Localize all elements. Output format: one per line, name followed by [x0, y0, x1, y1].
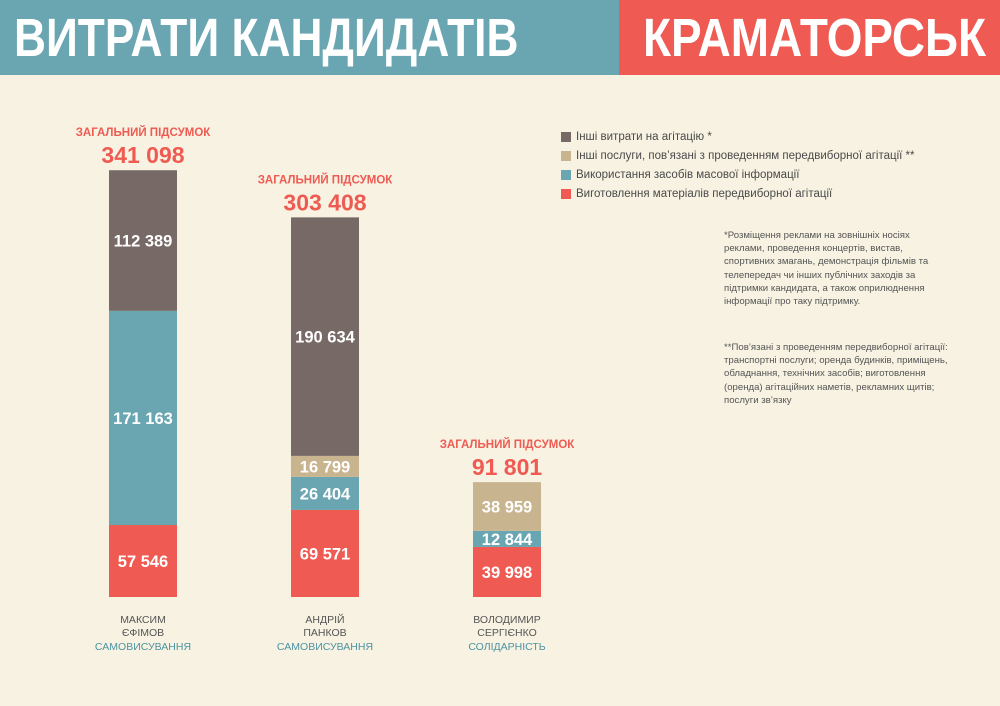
- data-label: 112 389: [114, 233, 173, 251]
- legend-label: Виготовлення матеріалів передвиборної аг…: [576, 187, 833, 200]
- data-label: 12 844: [482, 531, 533, 549]
- data-label: 16 799: [300, 458, 350, 476]
- candidate-party: САМОВИСУВАННЯ: [95, 641, 191, 653]
- total-value: 341 098: [101, 142, 184, 168]
- candidate-name: МАКСИМ: [120, 614, 166, 626]
- page-title: ВИТРАТИ КАНДИДАТІВ: [14, 8, 519, 68]
- data-label: 38 959: [482, 499, 532, 517]
- bar-segment: [109, 524, 177, 597]
- total-value: 91 801: [472, 454, 543, 480]
- candidate-name: ВОЛОДИМИР: [473, 614, 541, 626]
- candidate-name: АНДРІЙ: [305, 613, 344, 626]
- bar-segment: [291, 476, 359, 510]
- bar-segment: [291, 455, 359, 477]
- data-label: 190 634: [295, 329, 355, 347]
- candidate-name: СЕРГІЄНКО: [477, 627, 537, 639]
- city-title: КРАМАТОРСЬК: [643, 8, 987, 68]
- bar-segment: [109, 310, 177, 525]
- candidate-name: ЄФІМОВ: [122, 627, 164, 639]
- bar-segment: [473, 482, 541, 531]
- bar-segment: [473, 546, 541, 597]
- total-value: 303 408: [283, 189, 366, 215]
- total-caption: ЗАГАЛЬНИЙ ПІДСУМОК: [440, 438, 576, 451]
- bar-segment: [291, 217, 359, 456]
- bar-segment: [473, 530, 541, 547]
- legend-item: Інші послуги, пов’язані з проведенням пе…: [561, 146, 914, 165]
- candidate-name: ПАНКОВ: [303, 627, 346, 639]
- legend-label: Інші витрати на агітацію *: [576, 130, 712, 143]
- candidate-party: САМОВИСУВАННЯ: [277, 641, 373, 653]
- bar-segment: [109, 170, 177, 311]
- total-caption: ЗАГАЛЬНИЙ ПІДСУМОК: [258, 173, 394, 186]
- data-label: 26 404: [300, 485, 351, 503]
- legend-label: Інші послуги, пов’язані з проведенням пе…: [576, 149, 915, 162]
- legend-label: Використання засобів масової інформації: [576, 168, 800, 181]
- legend-swatch: [561, 188, 571, 199]
- legend-item: Інші витрати на агітацію *: [561, 127, 914, 146]
- footnote-other-expenses: *Розміщення реклами на зовнішніх носіях …: [724, 230, 929, 308]
- candidate-party: СОЛІДАРНІСТЬ: [468, 641, 545, 653]
- legend-item: Виготовлення матеріалів передвиборної аг…: [561, 184, 914, 203]
- data-label: 39 998: [482, 564, 532, 582]
- data-label: 171 163: [113, 410, 173, 428]
- bar-segment: [291, 509, 359, 597]
- title-banner: ВИТРАТИ КАНДИДАТІВ: [0, 0, 619, 75]
- legend-swatch: [561, 150, 571, 161]
- legend-swatch: [561, 131, 571, 142]
- footnote-other-services: **Пов’язані з проведенням передвиборної …: [724, 342, 948, 406]
- legend-swatch: [561, 169, 571, 180]
- data-label: 69 571: [300, 545, 350, 563]
- legend-item: Використання засобів масової інформації: [561, 165, 914, 184]
- chart-legend: Інші витрати на агітацію * Інші послуги, …: [561, 127, 914, 203]
- data-label: 57 546: [118, 553, 168, 571]
- city-banner: КРАМАТОРСЬК: [619, 0, 1000, 75]
- total-caption: ЗАГАЛЬНИЙ ПІДСУМОК: [76, 126, 212, 139]
